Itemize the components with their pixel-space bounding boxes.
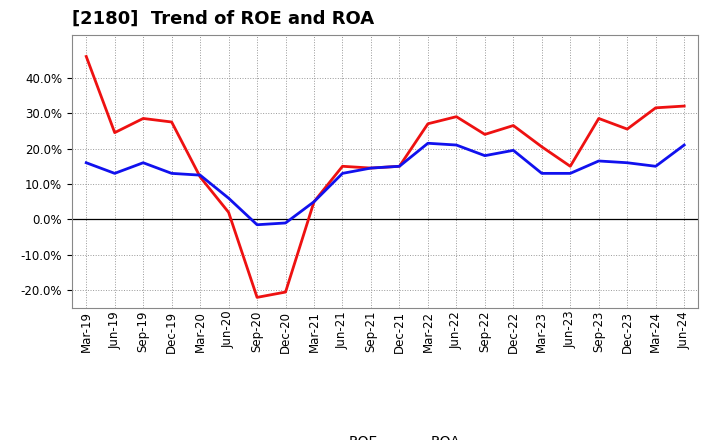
Legend: ROE, ROA: ROE, ROA bbox=[305, 429, 466, 440]
ROE bbox=[366, 165, 375, 171]
ROA bbox=[110, 171, 119, 176]
ROA bbox=[196, 172, 204, 178]
ROA bbox=[338, 171, 347, 176]
ROA bbox=[395, 164, 404, 169]
ROE bbox=[310, 199, 318, 204]
ROE bbox=[423, 121, 432, 126]
ROA bbox=[366, 165, 375, 171]
Line: ROA: ROA bbox=[86, 143, 684, 225]
ROA bbox=[310, 199, 318, 204]
Line: ROE: ROE bbox=[86, 56, 684, 297]
ROE bbox=[282, 290, 290, 295]
ROA bbox=[139, 160, 148, 165]
ROE bbox=[225, 210, 233, 215]
ROE bbox=[680, 103, 688, 109]
ROA bbox=[537, 171, 546, 176]
ROA bbox=[652, 164, 660, 169]
ROA bbox=[82, 160, 91, 165]
ROE bbox=[652, 105, 660, 110]
Text: [2180]  Trend of ROE and ROA: [2180] Trend of ROE and ROA bbox=[72, 10, 374, 28]
ROE bbox=[595, 116, 603, 121]
ROA bbox=[680, 143, 688, 148]
ROE bbox=[566, 164, 575, 169]
ROE bbox=[82, 54, 91, 59]
ROA bbox=[595, 158, 603, 164]
ROE bbox=[167, 119, 176, 125]
ROE bbox=[480, 132, 489, 137]
ROE bbox=[139, 116, 148, 121]
ROA bbox=[167, 171, 176, 176]
ROE bbox=[338, 164, 347, 169]
ROE bbox=[452, 114, 461, 119]
ROE bbox=[395, 164, 404, 169]
ROE bbox=[537, 144, 546, 150]
ROA bbox=[480, 153, 489, 158]
ROE bbox=[253, 295, 261, 300]
ROA bbox=[282, 220, 290, 226]
ROA bbox=[566, 171, 575, 176]
ROE bbox=[509, 123, 518, 128]
ROA bbox=[623, 160, 631, 165]
ROA bbox=[452, 143, 461, 148]
ROA bbox=[225, 195, 233, 201]
ROA bbox=[253, 222, 261, 227]
ROA bbox=[509, 148, 518, 153]
ROE bbox=[110, 130, 119, 135]
ROE bbox=[623, 126, 631, 132]
ROE bbox=[196, 174, 204, 180]
ROA bbox=[423, 141, 432, 146]
